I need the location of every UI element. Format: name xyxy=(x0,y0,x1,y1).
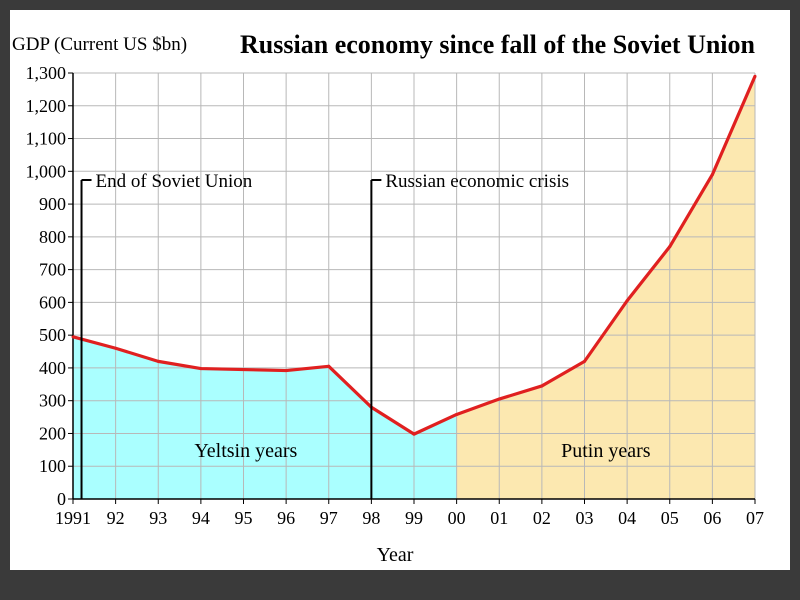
data-point-12 xyxy=(583,359,586,363)
x-tick-label-14: 05 xyxy=(661,508,679,528)
y-tick-label-2: 200 xyxy=(39,423,66,443)
region-area-0 xyxy=(73,336,457,499)
data-point-10 xyxy=(497,397,501,401)
data-point-13 xyxy=(625,299,629,303)
x-tick-label-16: 07 xyxy=(746,508,764,528)
y-tick-label-5: 500 xyxy=(39,325,66,345)
data-point-5 xyxy=(284,369,288,373)
annotation-label-0: End of Soviet Union xyxy=(96,171,253,192)
x-tick-label-5: 96 xyxy=(277,508,295,528)
y-tick-label-4: 400 xyxy=(39,358,66,378)
data-point-8 xyxy=(412,432,416,436)
data-point-2 xyxy=(156,359,160,363)
region-label-0: Yeltsin years xyxy=(194,440,297,462)
y-tick-label-3: 300 xyxy=(39,391,66,411)
x-tick-label-13: 04 xyxy=(618,508,636,528)
data-point-4 xyxy=(242,368,245,372)
data-point-9 xyxy=(455,412,459,416)
y-tick-label-7: 700 xyxy=(39,260,66,280)
chart-title: Russian economy since fall of the Soviet… xyxy=(240,30,756,59)
data-point-3 xyxy=(199,367,203,371)
x-tick-label-0: 1991 xyxy=(55,508,91,528)
x-tick-label-3: 94 xyxy=(192,508,210,528)
y-tick-label-11: 1,100 xyxy=(26,129,67,149)
data-point-6 xyxy=(327,364,331,368)
region-area-1 xyxy=(456,76,755,500)
y-tick-label-6: 600 xyxy=(39,292,66,312)
x-tick-label-7: 98 xyxy=(362,508,380,528)
data-point-14 xyxy=(668,245,672,249)
y-tick-label-9: 900 xyxy=(39,194,66,214)
x-tick-label-9: 00 xyxy=(448,508,466,528)
gdp-chart: Russian economy since fall of the Soviet… xyxy=(12,30,764,566)
chart-frame: Russian economy since fall of the Soviet… xyxy=(10,10,790,570)
x-tick-label-15: 06 xyxy=(703,508,721,528)
x-tick-label-8: 99 xyxy=(405,508,423,528)
data-point-16 xyxy=(753,74,757,78)
x-tick-label-11: 02 xyxy=(533,508,551,528)
data-point-1 xyxy=(114,346,118,350)
x-tick-label-6: 97 xyxy=(320,508,338,528)
data-point-0 xyxy=(71,335,75,339)
y-tick-label-0: 0 xyxy=(57,489,66,509)
x-tick-label-4: 95 xyxy=(235,508,253,528)
x-tick-label-1: 92 xyxy=(107,508,125,528)
y-tick-label-12: 1,200 xyxy=(26,96,67,116)
y-tick-label-10: 1,000 xyxy=(26,161,67,181)
data-point-15 xyxy=(710,173,714,177)
x-tick-label-12: 03 xyxy=(576,508,594,528)
y-tick-label-13: 1,300 xyxy=(26,63,67,83)
region-label-1: Putin years xyxy=(561,440,651,462)
annotation-label-1: Russian economic crisis xyxy=(385,171,569,192)
x-tick-label-10: 01 xyxy=(490,508,508,528)
y-tick-label-1: 100 xyxy=(39,456,66,476)
data-point-11 xyxy=(540,384,544,388)
y-axis-label: GDP (Current US $bn) xyxy=(12,34,187,55)
y-tick-label-8: 800 xyxy=(39,227,66,247)
x-tick-label-2: 93 xyxy=(149,508,167,528)
x-axis-label: Year xyxy=(377,544,414,566)
